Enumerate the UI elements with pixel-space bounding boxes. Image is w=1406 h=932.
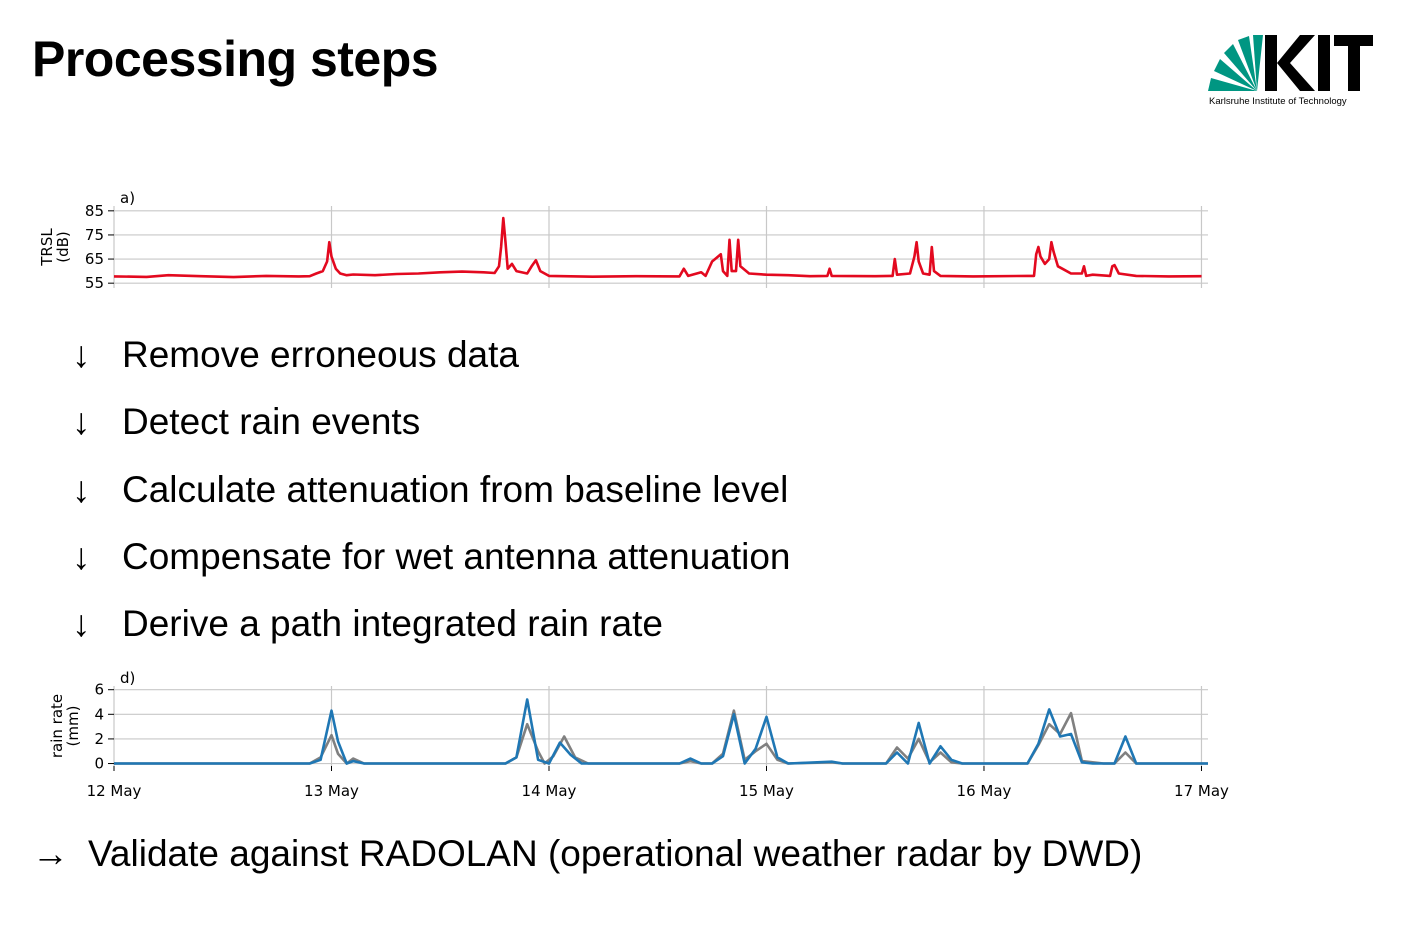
x-tick-label: 17 May [1174, 782, 1229, 800]
step-2: ↓ Detect rain events [72, 401, 420, 443]
step-1: ↓ Remove erroneous data [72, 334, 519, 376]
down-arrow-icon: ↓ [72, 603, 91, 644]
page-title: Processing steps [32, 31, 439, 87]
step-3: ↓ Calculate attenuation from baseline lev… [72, 469, 788, 511]
y-axis-label-line: TRSL [38, 228, 56, 267]
step-4: ↓ Compensate for wet antenna attenuation [72, 536, 791, 578]
logo-subtitle: Karlsruhe Institute of Technology [1209, 96, 1347, 107]
y-axis-label-line: rain rate [48, 694, 66, 758]
panel-label: d) [120, 669, 135, 687]
kit-logo [1208, 35, 1373, 91]
down-arrow-icon: ↓ [72, 469, 91, 510]
right-arrow-icon: → [32, 833, 69, 874]
y-axis-label-line: (dB) [54, 231, 72, 263]
y-axis-label: rain rate(mm) [48, 694, 82, 758]
down-arrow-icon: ↓ [72, 334, 91, 375]
validation-text: Validate against RADOLAN (operational we… [88, 833, 1143, 874]
panel-label: a) [120, 189, 135, 207]
step-text: Detect rain events [122, 401, 421, 442]
y-axis-label-line: (mm) [64, 706, 82, 747]
step-5: ↓ Derive a path integrated rain rate [72, 603, 663, 645]
x-tick-label: 12 May [87, 782, 142, 800]
y-tick-label: 75 [85, 226, 104, 244]
step-text: Remove erroneous data [122, 334, 519, 375]
down-arrow-icon: ↓ [72, 536, 91, 577]
series-line-1 [114, 698, 1208, 765]
y-axis-label: TRSL(dB) [38, 228, 72, 267]
rain-rate-chart: 0 2 4 6 d) rain rate(mm) 12 May 13 May 14 May 15 … [48, 669, 1229, 800]
step-text: Compensate for wet antenna attenuation [122, 536, 791, 577]
kit-wordmark [1265, 35, 1373, 91]
y-tick-label: 4 [94, 705, 104, 723]
x-tick-label: 15 May [739, 782, 794, 800]
y-tick-label: 6 [94, 681, 104, 699]
x-tick-label: 16 May [957, 782, 1012, 800]
validation-statement: → Validate against RADOLAN (operational w… [32, 833, 1142, 875]
x-tick-label: 13 May [304, 782, 359, 800]
y-tick-label: 85 [85, 202, 104, 220]
down-arrow-icon: ↓ [72, 401, 91, 442]
y-tick-label: 65 [85, 250, 104, 268]
y-tick-label: 55 [85, 274, 104, 292]
kit-fan-icon [1208, 35, 1263, 91]
y-tick-label: 0 [94, 755, 104, 773]
series-line-0 [113, 216, 1202, 279]
y-tick-label: 2 [94, 730, 104, 748]
step-text: Derive a path integrated rain rate [122, 603, 663, 644]
step-text: Calculate attenuation from baseline leve… [122, 469, 789, 510]
series-line-0 [114, 709, 1208, 765]
trsl-chart: 55 65 75 85 a) TRSL(dB) [38, 189, 1208, 292]
x-tick-label: 14 May [522, 782, 577, 800]
